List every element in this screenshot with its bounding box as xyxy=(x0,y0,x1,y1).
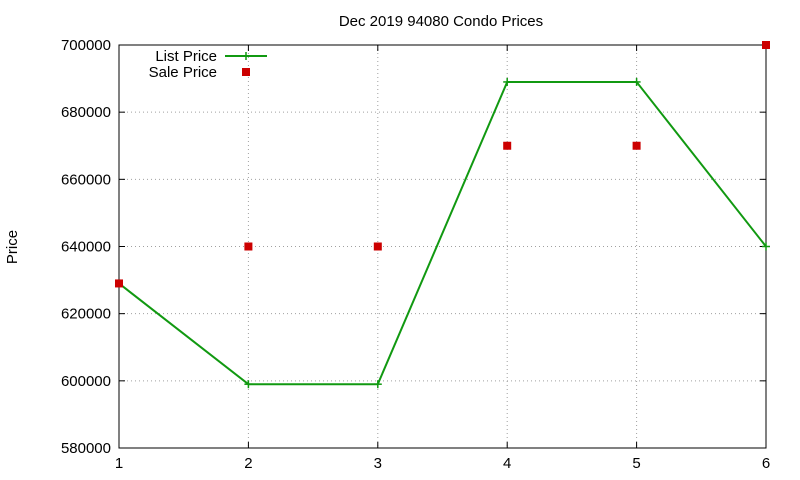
sale-price-point xyxy=(115,279,123,288)
y-tick-label: 660000 xyxy=(61,171,111,188)
x-tick-label: 6 xyxy=(762,455,770,472)
axis-ticks: 580000 600000 620000 640000 660000 680000 7000… xyxy=(61,37,770,472)
list-price-line xyxy=(118,80,767,386)
y-tick-label: 580000 xyxy=(61,440,111,457)
sale-price-point xyxy=(762,41,770,49)
legend-label-list-price: List Price xyxy=(155,48,217,65)
grid-lines xyxy=(119,45,766,448)
legend-label-sale-price: Sale Price xyxy=(149,64,217,81)
y-axis-label: Price xyxy=(4,230,21,264)
y-tick-label: 600000 xyxy=(61,373,111,390)
chart-title: Dec 2019 94080 Condo Prices xyxy=(339,13,543,30)
series-layer xyxy=(115,41,770,389)
sale-price-point xyxy=(632,141,641,150)
sale-price-point xyxy=(503,141,512,150)
sale-price-point xyxy=(244,242,253,251)
y-tick-label: 640000 xyxy=(61,239,111,256)
sale-price-point xyxy=(373,242,382,251)
x-tick-label: 4 xyxy=(503,455,511,472)
list-price-point xyxy=(373,380,382,389)
x-tick-label: 1 xyxy=(115,455,123,472)
legend: List Price Sale Price xyxy=(149,48,267,81)
y-tick-label: 680000 xyxy=(61,104,111,121)
plot-area-border xyxy=(118,44,767,449)
y-tick-label: 700000 xyxy=(61,37,111,54)
x-tick-label: 3 xyxy=(374,455,382,472)
legend-plus-list-price xyxy=(242,52,250,60)
x-tick-label: 5 xyxy=(632,455,640,472)
y-tick-label: 620000 xyxy=(61,306,111,323)
list-price-point xyxy=(244,380,253,389)
list-price-point xyxy=(762,242,770,251)
x-tick-label: 2 xyxy=(244,455,252,472)
legend-mark-sale-price xyxy=(242,68,250,76)
list-price-point xyxy=(503,77,512,86)
list-price-point xyxy=(632,77,641,86)
